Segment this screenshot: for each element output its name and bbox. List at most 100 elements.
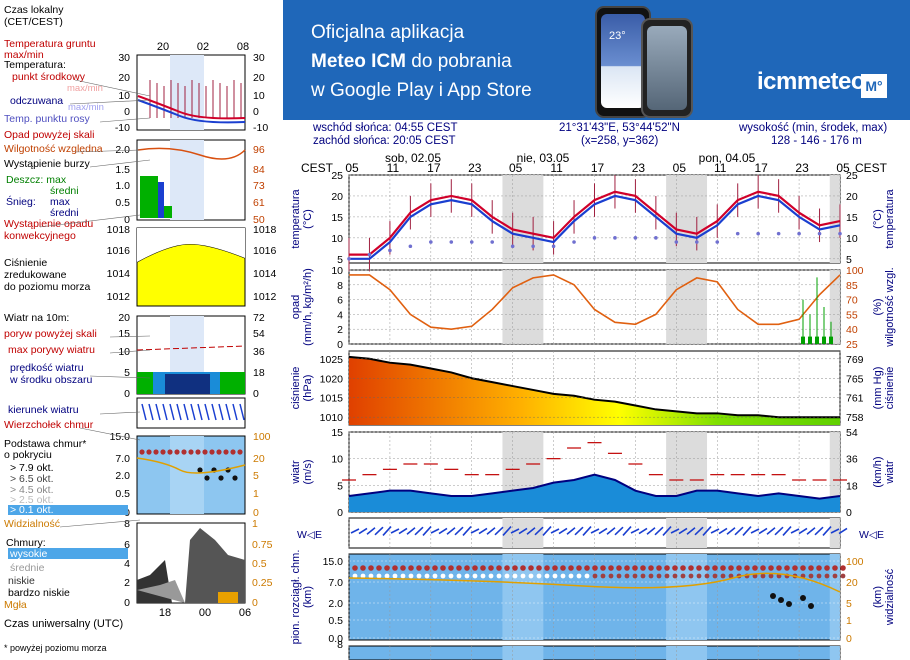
cloud-top-dot xyxy=(712,565,718,571)
dew-point xyxy=(592,236,597,240)
axis-label-right: ciśnienie xyxy=(884,367,896,410)
medium-label: średnie xyxy=(10,562,45,574)
rh-tick: 85 xyxy=(846,280,858,292)
conv-label: Wystąpienie opadu xyxy=(4,218,93,230)
elevation: 128 - 146 - 176 m xyxy=(771,135,862,147)
wind-arrow xyxy=(470,528,480,534)
wind-arrow xyxy=(169,403,175,421)
cloud-top-dot xyxy=(456,565,462,571)
cloud-top-dot xyxy=(736,565,742,571)
panel-frame xyxy=(348,645,841,660)
precip-tick-left: 0 xyxy=(124,214,130,226)
cloud-dot xyxy=(202,449,208,455)
cloud-base-dot xyxy=(632,573,638,579)
cloud-top-dot xyxy=(744,565,750,571)
wind-arrow xyxy=(398,527,408,535)
cloud-top-dot xyxy=(360,565,366,571)
snow-max-label: max xyxy=(50,196,71,208)
wind-arrow xyxy=(782,526,792,536)
cloud-top-dot xyxy=(536,565,542,571)
pressure-tick-r: 769 xyxy=(846,354,864,366)
pressure-tick-right: 1012 xyxy=(253,291,277,303)
wind-arrow xyxy=(232,403,238,421)
cloud-base-dot xyxy=(728,573,734,579)
wind-arrow xyxy=(806,527,816,535)
cov5-label: > 0.1 okt. xyxy=(10,504,54,516)
cloud-base-dot xyxy=(616,573,622,579)
cloud-tick-right: 1 xyxy=(252,518,258,530)
axis-label-left: pion. rozciągł. chm. xyxy=(290,550,302,645)
temp-tick-left: 10 xyxy=(118,90,130,102)
cloud-base-dot xyxy=(600,573,606,579)
axis-label-left: ciśnienie xyxy=(290,367,302,410)
storm-label: Wystąpienie burzy xyxy=(4,158,90,170)
connector-line xyxy=(99,117,151,123)
axis-label-left: (mm/h, kg/m²/h) xyxy=(302,268,314,346)
app-banner[interactable]: Oficjalna aplikacja Meteo ICM do pobrani… xyxy=(283,0,910,120)
hour-tick: 11 xyxy=(550,161,563,175)
medium-cloud-area xyxy=(185,528,245,603)
wind-arrow xyxy=(358,527,368,535)
cloud-top-dot xyxy=(408,565,414,571)
dew-point xyxy=(715,240,720,244)
base-tick-left: 15.0 xyxy=(110,431,131,443)
precip-tick-right: 84 xyxy=(253,164,265,176)
connector-line xyxy=(89,159,151,168)
cloud-base-dot xyxy=(456,573,462,579)
temp-tick-right: -10 xyxy=(253,122,268,134)
pressure-tick-right: 1014 xyxy=(253,268,277,280)
base-tick-r: 0 xyxy=(846,633,852,645)
tz-left: CEST xyxy=(301,161,334,175)
axis-label-right: wiatr xyxy=(884,460,896,485)
bottom-tick: 06 xyxy=(239,607,251,619)
cloud-base-dot xyxy=(624,573,630,579)
pressure-tick: 1025 xyxy=(320,354,344,366)
clouds-title: Chmury: xyxy=(6,537,46,549)
cloud-base-dot xyxy=(656,573,662,579)
bottom-tick: 18 xyxy=(159,607,171,619)
wind-arrow xyxy=(486,527,496,535)
gust-above-label: poryw powyżej skali xyxy=(4,328,97,340)
wind-arrow xyxy=(390,528,400,534)
axis-label-right: (mm Hg) xyxy=(872,367,884,410)
cloud-base-dot xyxy=(424,573,430,579)
cloud-tick-left: 4 xyxy=(124,558,130,570)
pressure-tick-left: 1018 xyxy=(107,224,131,236)
cloud-base-dot xyxy=(560,573,566,579)
cloud-top-dot xyxy=(352,565,358,571)
cloud-base-dot xyxy=(640,573,646,579)
precip-tick-right: 96 xyxy=(253,144,265,156)
cloud-top-dot xyxy=(584,565,590,571)
cloud-top-dot xyxy=(792,565,798,571)
wind-area-green xyxy=(137,372,153,394)
cloud-base-dot xyxy=(704,573,710,579)
cloud-base-dot xyxy=(672,573,678,579)
precip-tick-right: 73 xyxy=(253,180,265,192)
wind-title: Wiatr na 10m: xyxy=(4,312,69,324)
cloud-base-dot xyxy=(472,573,478,579)
cloud-base-dot xyxy=(536,573,542,579)
wind-arrow xyxy=(702,526,712,536)
cloud-top-dot xyxy=(816,565,822,571)
cloud-top-dot xyxy=(400,565,406,571)
wind-arrow xyxy=(148,403,154,421)
cov4-label: > 2.5 okt. xyxy=(10,494,54,506)
precip-above-label: Opad powyżej skali xyxy=(4,129,94,141)
bottom-tick: 00 xyxy=(199,607,211,619)
cloud-top-dot xyxy=(728,565,734,571)
wind-arrow xyxy=(414,526,424,536)
cloud-top-dot xyxy=(704,565,710,571)
pressure-area xyxy=(349,356,840,425)
pressure-tick-left: 1016 xyxy=(107,245,131,257)
banner-line2: Meteo ICM do pobrania xyxy=(311,47,532,76)
wind-arrow xyxy=(510,528,520,534)
pressure-tick-r: 765 xyxy=(846,373,864,385)
gust-line xyxy=(136,345,246,351)
cloud-top-dot xyxy=(528,565,534,571)
high-swatch xyxy=(8,548,128,559)
temp-tick-r: 10 xyxy=(846,233,858,245)
local-time-label: (CET/CEST) xyxy=(4,16,63,28)
temp-line xyxy=(137,95,246,120)
cloud-dot xyxy=(204,475,210,481)
